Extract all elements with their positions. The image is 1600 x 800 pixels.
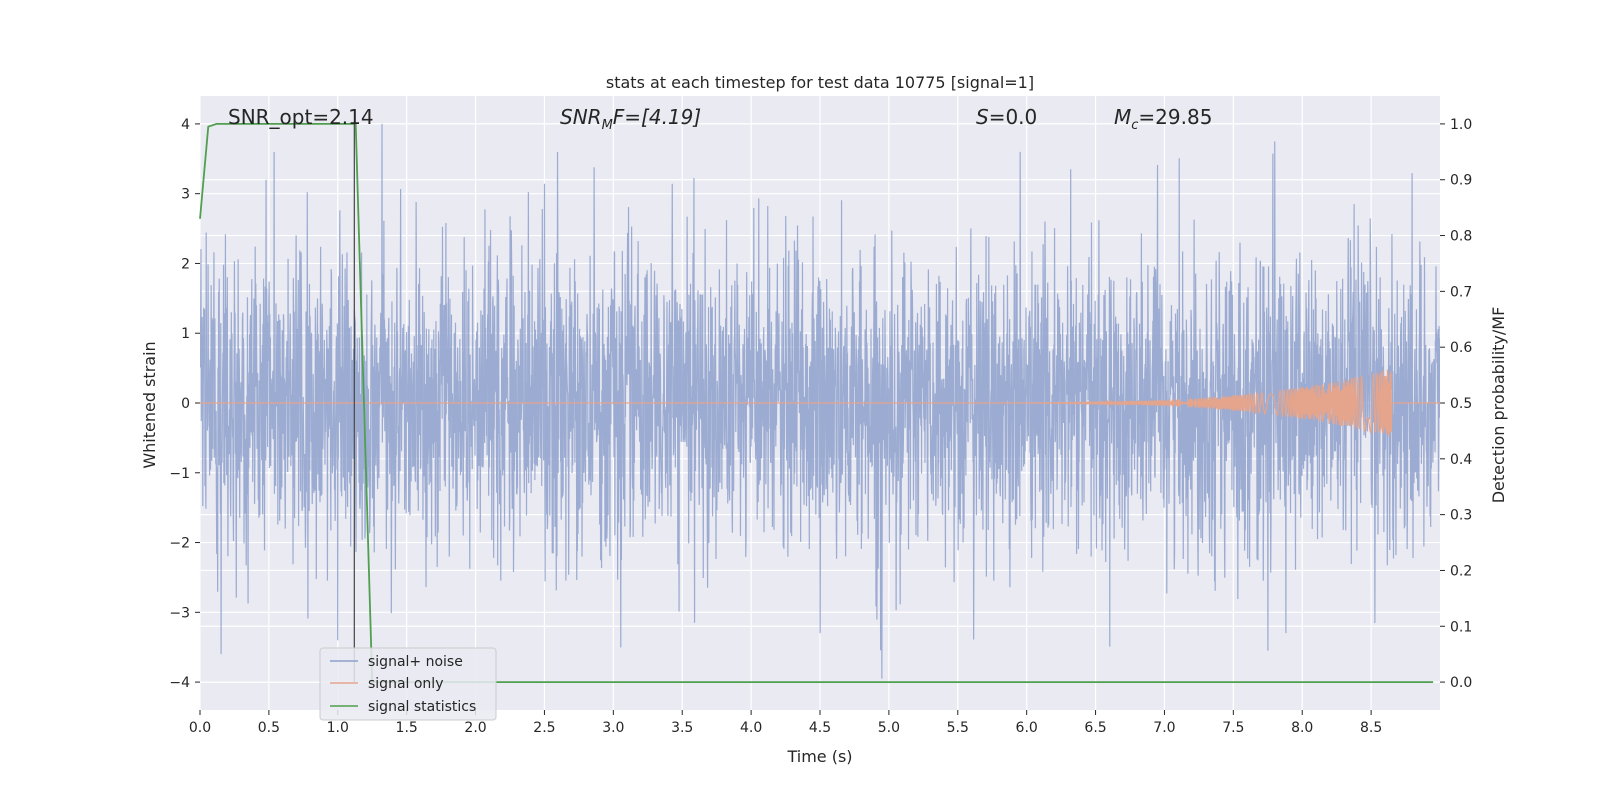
y2-tick-label-5: 0.5 xyxy=(1450,396,1472,412)
y2-tick-label-6: 0.6 xyxy=(1450,340,1472,356)
x-tick-label-15: 7.5 xyxy=(1222,720,1244,736)
annotation-mc: Mc=29.85 xyxy=(1114,105,1212,133)
legend: signal+ noise signal only signal statist… xyxy=(319,647,497,721)
annotation-s-value: =0.0 xyxy=(989,105,1038,129)
x-axis-label: Time (s) xyxy=(786,747,852,766)
legend-label-signal-plus-noise: signal+ noise xyxy=(368,654,463,670)
y-tick-label-3: −1 xyxy=(169,466,190,482)
y-tick-label-7: 3 xyxy=(181,187,190,203)
annotation-s: S=0.0 xyxy=(976,105,1037,129)
y2-tick-label-7: 0.7 xyxy=(1450,284,1472,300)
y-tick-label-1: −3 xyxy=(169,605,190,621)
y2-tick-label-1: 0.1 xyxy=(1450,619,1472,635)
x-tick-label-5: 2.5 xyxy=(533,720,555,736)
y2-axis-ticks: 0.0 0.1 0.2 0.3 0.4 0.5 0.6 0.7 0.8 0.9 1.0 xyxy=(1440,117,1472,691)
x-tick-label-10: 5.0 xyxy=(878,720,900,736)
y2-tick-label-3: 0.3 xyxy=(1450,508,1472,524)
series-signal-only xyxy=(200,369,1440,437)
y2-tick-label-0: 0.0 xyxy=(1450,675,1472,691)
line-signal-plus-noise xyxy=(200,123,1440,679)
y-tick-label-8: 4 xyxy=(181,117,190,133)
legend-box xyxy=(319,647,497,721)
y2-tick-label-9: 0.9 xyxy=(1450,173,1472,189)
annotation-snr-opt: SNR_opt=2.14 xyxy=(228,105,374,129)
chart-title: stats at each timestep for test data 107… xyxy=(606,73,1034,92)
annotation-snr-mf-tail: F=[4.19] xyxy=(613,105,701,129)
annotation-mc-label: M xyxy=(1114,105,1131,129)
x-axis-ticks: 0.0 0.5 1.0 1.5 2.0 2.5 3.0 3.5 4.0 4.5 5.0 5.5 6.0 6… xyxy=(189,710,1382,736)
series-signal-statistics xyxy=(199,123,1434,683)
x-tick-label-16: 8.0 xyxy=(1291,720,1313,736)
x-tick-label-2: 1.0 xyxy=(327,720,349,736)
x-tick-label-3: 1.5 xyxy=(396,720,418,736)
x-tick-label-6: 3.0 xyxy=(602,720,624,736)
x-tick-label-4: 2.0 xyxy=(464,720,486,736)
x-tick-label-1: 0.5 xyxy=(258,720,280,736)
y2-tick-label-2: 0.2 xyxy=(1450,563,1472,579)
legend-label-signal-only: signal only xyxy=(368,676,443,692)
y-tick-label-6: 2 xyxy=(181,256,190,272)
annotation-mc-value: =29.85 xyxy=(1138,105,1212,129)
x-tick-label-17: 8.5 xyxy=(1360,720,1382,736)
legend-label-signal-statistics: signal statistics xyxy=(368,699,476,715)
y2-axis-label: Detection probability/MF xyxy=(1489,307,1508,504)
x-tick-label-12: 6.0 xyxy=(1016,720,1038,736)
y-tick-label-5: 1 xyxy=(181,326,190,342)
y2-tick-label-10: 1.0 xyxy=(1450,117,1472,133)
line-signal-only xyxy=(200,369,1440,437)
y2-tick-label-4: 0.4 xyxy=(1450,452,1472,468)
x-tick-label-7: 3.5 xyxy=(671,720,693,736)
y-tick-label-2: −2 xyxy=(169,536,190,552)
line-signal-statistics xyxy=(199,123,1434,683)
annotation-mc-sub: c xyxy=(1131,118,1138,133)
annotation-snr-mf: SNRMF=[4.19] xyxy=(560,105,701,133)
x-tick-label-0: 0.0 xyxy=(189,720,211,736)
annotation-snr-mf-sub: M xyxy=(602,118,613,133)
x-tick-label-8: 4.0 xyxy=(740,720,762,736)
y-tick-label-0: −4 xyxy=(169,675,190,691)
y-axis-ticks: −4 −3 −2 −1 0 1 2 3 4 xyxy=(169,117,200,691)
annotation-snr-mf-label: SNR xyxy=(560,105,602,129)
x-tick-label-9: 4.5 xyxy=(809,720,831,736)
annotation-s-label: S xyxy=(976,105,989,129)
x-tick-label-11: 5.5 xyxy=(947,720,969,736)
x-tick-label-13: 6.5 xyxy=(1084,720,1106,736)
y-tick-label-4: 0 xyxy=(181,396,190,412)
y-axis-label: Whitened strain xyxy=(140,341,159,468)
y2-tick-label-8: 0.8 xyxy=(1450,229,1472,245)
series-signal-plus-noise xyxy=(200,123,1440,679)
x-tick-label-14: 7.0 xyxy=(1153,720,1175,736)
